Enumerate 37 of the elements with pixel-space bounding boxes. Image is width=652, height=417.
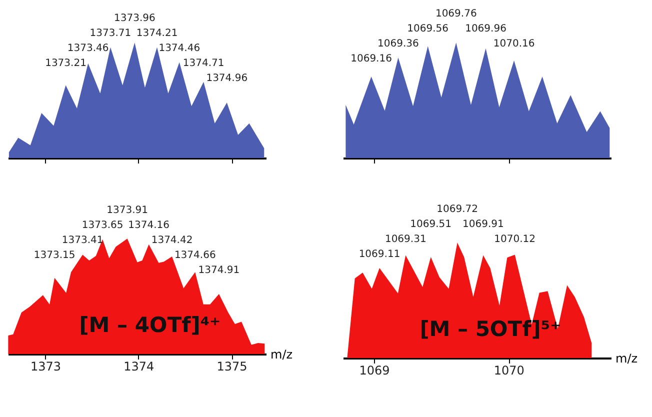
annotation: 1069.36 (378, 38, 419, 50)
annotation: 1373.65 (82, 220, 124, 232)
annotation: 1373.46 (67, 43, 109, 54)
annotation: 1069.11 (358, 249, 400, 260)
x-tick-label: 1374 (124, 360, 154, 374)
annotation: [M – 4OTf]⁴⁺ (79, 313, 221, 337)
annotation: 1373.96 (114, 13, 156, 24)
annotation: 1069.56 (407, 24, 449, 35)
annotation: 1069.96 (465, 24, 506, 35)
annotation: 1374.21 (136, 28, 178, 40)
annotation: 1374.46 (158, 43, 200, 54)
annotation: 1373.21 (45, 58, 86, 70)
annotation: 1069.76 (435, 8, 477, 20)
annotation: 1373.91 (106, 205, 148, 216)
annotation: 1070.12 (494, 234, 536, 245)
annotation: 1374.96 (206, 73, 248, 84)
annotation: 1374.16 (128, 220, 170, 232)
annotation: [M – 5OTf]⁵⁺ (420, 317, 562, 341)
x-axis-title: m/z (270, 348, 293, 362)
annotation: 1069.31 (384, 234, 426, 245)
annotation: 1373.41 (62, 235, 104, 246)
annotation: 1374.91 (198, 265, 240, 276)
annotation: 1069.91 (462, 219, 504, 230)
x-tick-label: 1070 (494, 364, 524, 378)
annotation: 1373.71 (90, 28, 132, 40)
annotation: 1374.71 (182, 58, 224, 70)
x-tick-label: 1373 (30, 360, 62, 374)
annotation: 1069.16 (350, 54, 392, 65)
x-tick-label: 1069 (359, 364, 390, 378)
x-axis-title: m/z (616, 352, 638, 366)
annotation: 1374.42 (151, 235, 193, 246)
annotation: 1373.15 (34, 250, 76, 262)
annotation: 1069.51 (410, 219, 452, 230)
annotation: 1069.72 (436, 204, 478, 215)
annotation: 1374.66 (174, 250, 216, 262)
x-tick-label: 1375 (216, 360, 248, 374)
annotation: 1070.16 (493, 38, 535, 50)
